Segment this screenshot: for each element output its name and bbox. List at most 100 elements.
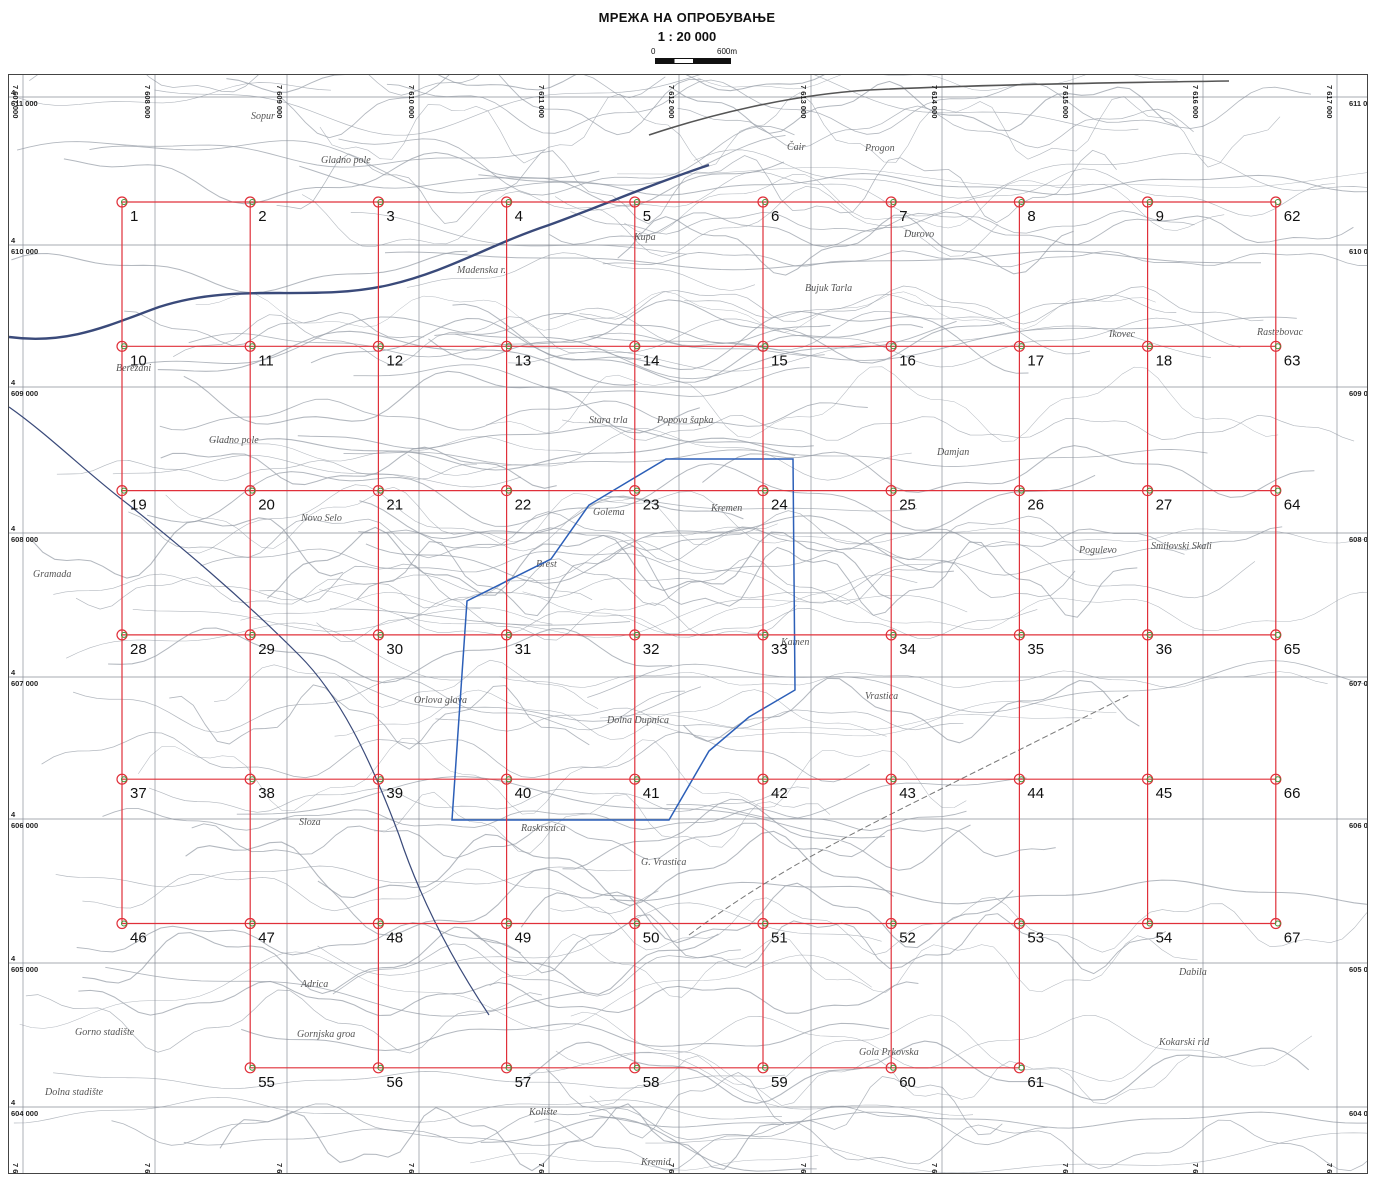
scale-bar-start-label: 0: [651, 47, 656, 56]
contour-line: [332, 943, 741, 997]
sample-marker: [249, 776, 256, 783]
contour-line: [266, 526, 892, 600]
survey-boundary: [451, 458, 796, 821]
contour-line: [226, 75, 825, 93]
topographic-map[interactable]: Sopur Gladno pole Čair Progon Durovo Kupa Made…: [8, 74, 1368, 1174]
sample-marker: [249, 920, 256, 927]
contour-line: [636, 701, 1117, 738]
northing-label-prefix: 4: [11, 810, 16, 819]
sample-marker: [633, 776, 640, 783]
easting-label: 7 608 000: [143, 85, 152, 118]
map-header: МРЕЖА НА ОПРОБУВАЊЕ 1 : 20 000 0 600m: [0, 0, 1374, 72]
contour-line: [329, 608, 631, 626]
contour-line: [334, 689, 887, 740]
sample-point: 1: [116, 196, 138, 225]
sample-point-label: 57: [515, 1074, 532, 1091]
contour-line: [384, 250, 1262, 271]
place-name: Kolište: [528, 1107, 558, 1118]
road: [648, 80, 1230, 136]
sample-point: 63: [1270, 340, 1300, 369]
contour-line: [554, 168, 1336, 217]
contour-line: [148, 786, 810, 813]
easting-label: 7 608 000: [143, 1163, 152, 1174]
sample-marker: [1146, 776, 1153, 783]
contour-line: [146, 463, 1096, 531]
place-name: Orlova glava: [414, 695, 467, 706]
river-madenska: [9, 163, 710, 341]
northing-label-right: 605 000: [1349, 965, 1368, 974]
northing-label-right: 609 000: [1349, 389, 1368, 398]
contour-line: [508, 317, 1241, 368]
sample-marker: [377, 776, 384, 783]
northing-label-right: 611 000: [1349, 99, 1368, 108]
contour-line: [138, 737, 967, 815]
contour-line: [359, 495, 744, 540]
sample-marker: [377, 199, 384, 205]
contour-line: [602, 250, 1367, 268]
map-canvas[interactable]: Sopur Gladno pole Čair Progon Durovo Kupa Made…: [9, 75, 1368, 1174]
place-name: Gramada: [33, 569, 71, 580]
place-name: Dabila: [1178, 967, 1207, 978]
sample-point: 15: [757, 340, 788, 369]
contour-line: [157, 330, 638, 386]
sample-point-label: 66: [1284, 785, 1301, 802]
contour-line: [617, 214, 1074, 276]
sample-point-label: 51: [771, 930, 788, 947]
sample-marker: [1146, 631, 1153, 638]
sample-marker: [1018, 343, 1025, 350]
sample-point-label: 45: [1156, 785, 1173, 802]
contour-line: [434, 313, 831, 344]
contour-line: [489, 933, 1198, 998]
contour-line: [520, 882, 1014, 949]
sample-point-label: 2: [258, 208, 266, 225]
sample-point: 12: [372, 340, 403, 369]
sample-point: 3: [372, 196, 395, 225]
sample-point: 52: [885, 917, 916, 947]
sample-marker: [1274, 487, 1281, 494]
place-name: Sopur: [251, 111, 275, 122]
sample-marker: [762, 631, 768, 638]
contour-line: [358, 526, 1283, 551]
sample-point-label: 22: [515, 497, 532, 514]
contour-line: [338, 125, 795, 196]
sample-point: 46: [116, 917, 147, 947]
contour-line: [53, 573, 918, 601]
sample-marker: [762, 343, 768, 350]
contour-line: [301, 185, 999, 257]
easting-label: 7 609 000: [275, 85, 284, 118]
sample-point: 66: [1270, 773, 1301, 802]
sample-marker: [505, 1064, 512, 1071]
contour-line: [63, 151, 785, 207]
sample-marker: [505, 199, 512, 205]
contour-line: [589, 1111, 1367, 1129]
sample-marker: [762, 776, 768, 783]
contour-line: [259, 556, 1076, 606]
sample-point: 19: [116, 485, 147, 514]
place-name: Gola Prkovska: [859, 1047, 919, 1058]
easting-label: 7 616 000: [1191, 85, 1200, 118]
sample-point: 13: [501, 340, 531, 369]
sample-marker: [1018, 1064, 1025, 1071]
sample-marker: [1018, 487, 1025, 494]
contour-line: [486, 366, 1279, 442]
contour-line: [183, 370, 700, 434]
sample-point: 59: [757, 1062, 788, 1091]
contour-line: [82, 926, 719, 995]
sample-point: 44: [1013, 773, 1044, 802]
contour-line: [169, 684, 590, 750]
contour-line: [546, 1068, 1003, 1139]
contour-line: [317, 902, 882, 976]
place-name: Čair: [787, 141, 805, 153]
place-name: Kremen: [710, 503, 742, 514]
survey-area-boundary: [451, 458, 796, 821]
place-name: G. Vrastica: [641, 857, 686, 868]
sample-point: 31: [501, 629, 531, 658]
easting-label: 7 615 000: [1061, 1163, 1070, 1174]
sample-marker: [1018, 631, 1025, 638]
easting-label: 7 610 000: [407, 85, 416, 118]
northing-label: 610 000: [11, 247, 38, 256]
northing-label-prefix: 4: [11, 236, 16, 245]
contour-line: [241, 1022, 890, 1052]
contour-line: [66, 622, 463, 681]
contour-line: [276, 149, 1117, 225]
